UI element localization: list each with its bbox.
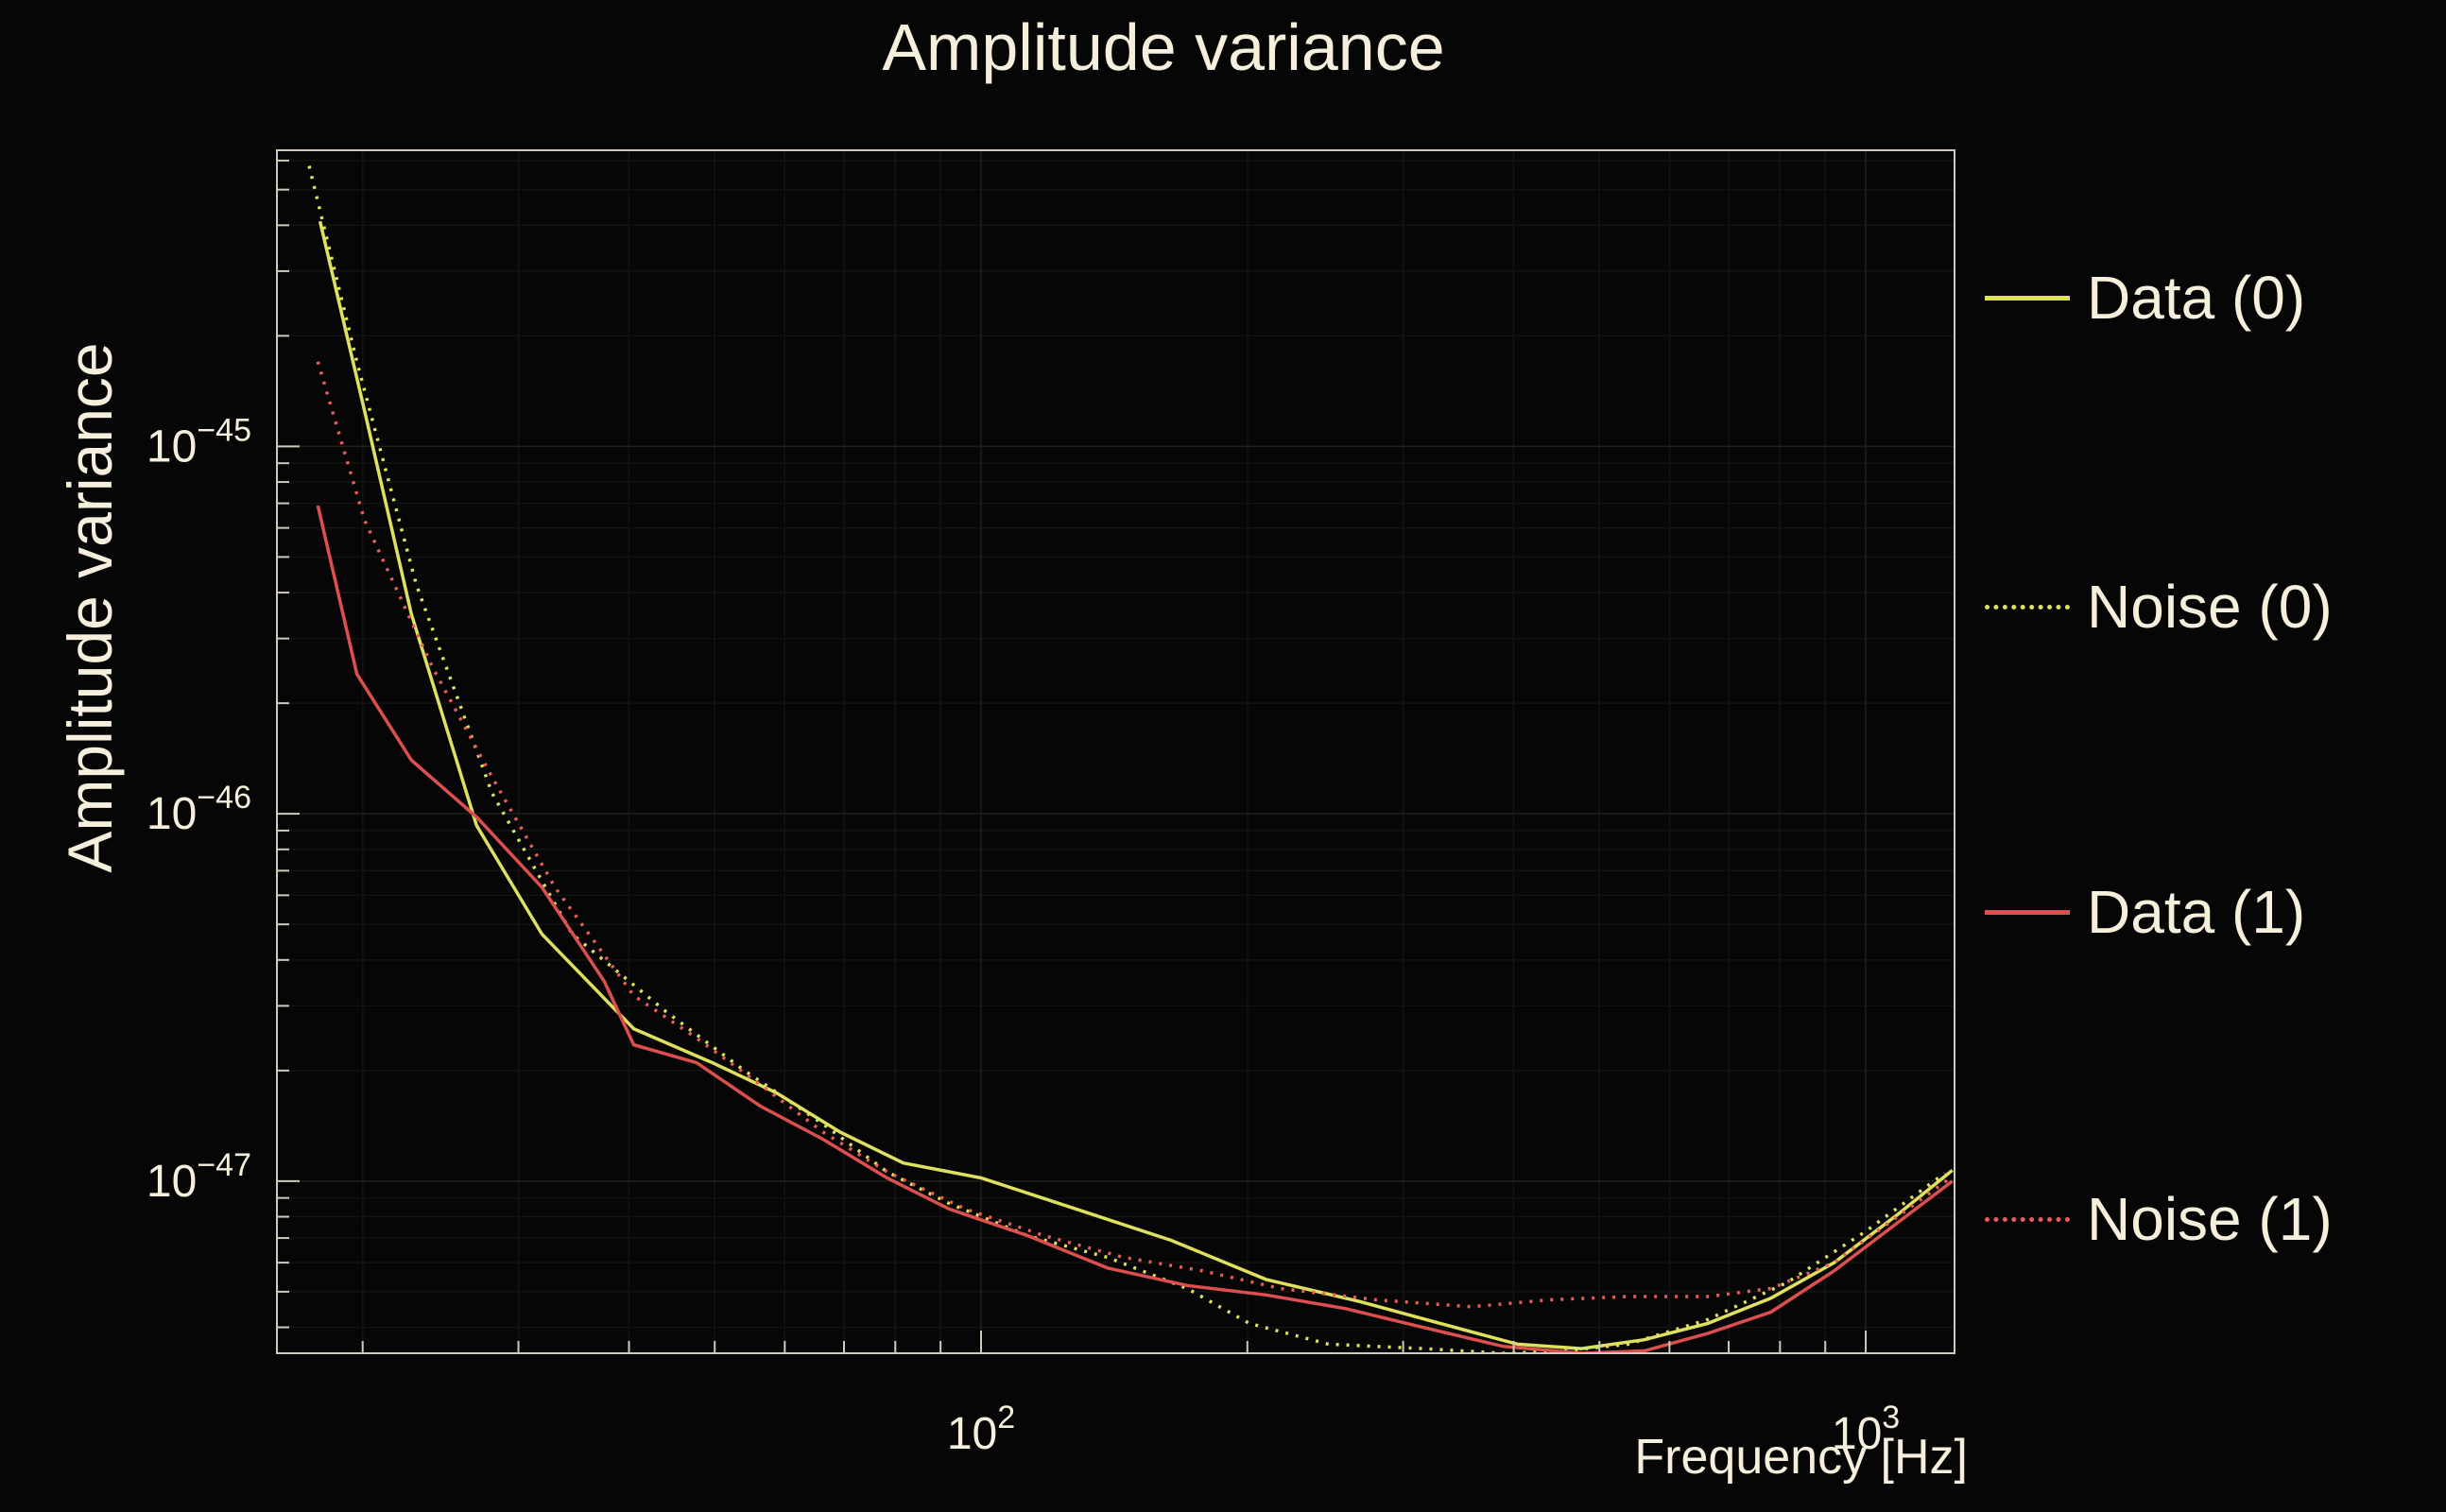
x-tick-label: 102 (947, 1400, 1015, 1459)
y-tick-label: 10−46 (146, 780, 251, 839)
legend-line-sample-solid-red (1985, 909, 2070, 915)
legend-item-label: Noise (1) (2087, 1185, 2333, 1253)
plot-frame (276, 149, 1955, 1354)
legend: Data (0) Noise (0) Data (1) Noise (1) (1985, 0, 2444, 1512)
legend-item: Noise (1) (1985, 1184, 2333, 1254)
series-line-noise-0 (307, 165, 1946, 1353)
legend-item: Noise (0) (1985, 572, 2333, 642)
y-axis-title: Amplitude variance (55, 342, 125, 873)
legend-line-sample-dotted-red (1985, 1216, 2070, 1222)
y-tick-label: 10−45 (146, 412, 251, 472)
legend-line-sample-dotted-yellow (1985, 604, 2070, 610)
series-line-noise-1 (316, 361, 1954, 1309)
legend-item-label: Data (0) (2087, 264, 2306, 332)
series-line-data-1 (316, 505, 1954, 1353)
chart-title: Amplitude variance (882, 10, 1445, 84)
x-axis-title: Frequency [Hz] (1634, 1430, 1968, 1485)
grid-lines (277, 150, 1955, 1353)
legend-item-label: Data (1) (2087, 878, 2306, 946)
legend-item: Data (0) (1985, 263, 2305, 333)
legend-line-sample-solid-yellow (1985, 295, 2070, 301)
series-lines (307, 165, 1954, 1353)
legend-item: Data (1) (1985, 877, 2305, 947)
legend-item-label: Noise (0) (2087, 573, 2333, 641)
axis-ticks (277, 159, 1868, 1353)
y-tick-label: 10−47 (146, 1147, 251, 1207)
series-line-data-0 (318, 220, 1954, 1350)
